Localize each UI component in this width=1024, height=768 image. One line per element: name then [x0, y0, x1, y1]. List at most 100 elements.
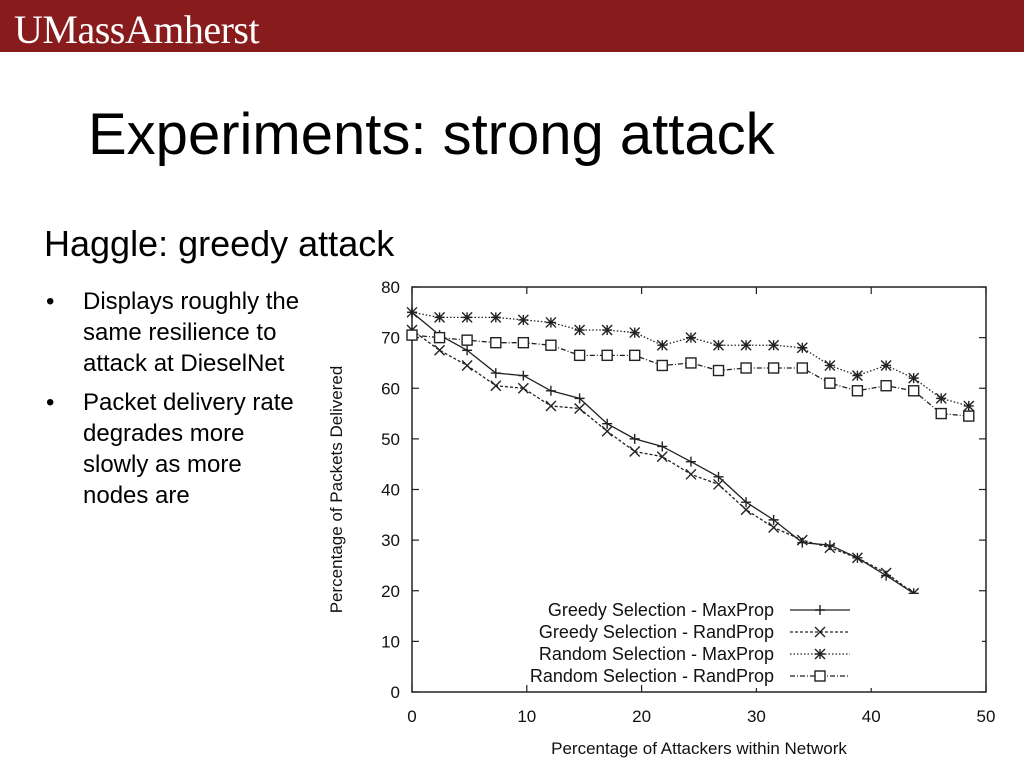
data-point [518, 370, 529, 381]
legend-entry: Random Selection - RandProp [530, 666, 774, 686]
bullet-item: • Packet delivery rate degrades more slo… [44, 387, 306, 511]
data-point [490, 336, 502, 349]
data-point [461, 334, 473, 346]
y-tick-label: 20 [381, 582, 400, 601]
x-tick-label: 0 [407, 707, 416, 726]
legend-background [746, 594, 982, 688]
y-tick-label: 0 [391, 683, 400, 702]
x-tick-label: 50 [977, 707, 996, 726]
bullet-item: • Displays roughly the same resilience t… [44, 286, 306, 379]
data-point [935, 392, 947, 404]
legend-entry: Random Selection - MaxProp [539, 644, 774, 664]
data-point [712, 364, 725, 377]
data-point [880, 380, 892, 392]
legend-swatch-marker [815, 605, 825, 615]
data-point [517, 314, 529, 326]
data-point [685, 332, 697, 344]
data-point [517, 382, 529, 394]
header-bar [0, 0, 1024, 52]
y-tick-label: 60 [381, 379, 400, 398]
data-point [629, 327, 641, 339]
data-point [545, 400, 557, 412]
data-point [601, 349, 613, 362]
data-point [490, 368, 501, 379]
data-point [685, 468, 697, 480]
x-tick-label: 30 [747, 707, 766, 726]
data-point [963, 400, 975, 412]
legend-swatch-marker [814, 626, 826, 638]
data-point [741, 497, 752, 508]
data-point [573, 349, 586, 362]
bullet-list: • Displays roughly the same resilience t… [44, 286, 306, 519]
series-layer [406, 306, 975, 619]
data-point [880, 567, 892, 579]
data-point [406, 329, 418, 341]
data-point [545, 316, 557, 328]
series-group [406, 329, 975, 422]
data-point [434, 344, 446, 356]
data-point [824, 377, 836, 389]
data-point [713, 471, 724, 482]
data-point [490, 380, 502, 392]
data-point [517, 336, 530, 349]
data-point [963, 410, 975, 422]
data-point [768, 514, 779, 525]
data-point [740, 339, 752, 351]
data-point [935, 407, 947, 420]
slide-title: Experiments: strong attack [88, 102, 775, 167]
y-tick-label: 70 [381, 329, 400, 348]
data-point [768, 339, 780, 351]
bullet-marker: • [46, 288, 55, 315]
data-point [602, 418, 613, 429]
series-group [406, 306, 975, 412]
umass-amherst-logo: UMassAmherst [14, 7, 260, 52]
data-point [740, 504, 752, 516]
y-tick-label: 30 [381, 531, 400, 550]
slide-subtitle: Haggle: greedy attack [44, 223, 395, 264]
data-point [434, 311, 446, 323]
data-point [656, 339, 668, 351]
y-axis-label: Percentage of Packets Delivered [327, 366, 346, 614]
data-point [629, 349, 641, 362]
x-axis-label: Percentage of Attackers within Network [551, 739, 847, 758]
data-point [656, 359, 668, 372]
data-point [851, 385, 864, 397]
data-point [601, 324, 613, 336]
y-tick-label: 80 [381, 278, 400, 297]
data-point [740, 362, 752, 374]
legend-swatch-marker [814, 670, 826, 682]
legend-swatch-marker [814, 648, 826, 660]
data-point [462, 345, 473, 356]
y-tick-label: 40 [381, 481, 400, 500]
axis-ticks: 0 10 20 30 40 50 0 10 20 30 40 50 60 70 80 [381, 278, 995, 726]
bullet-marker: • [46, 389, 55, 416]
data-point [851, 552, 863, 564]
data-point [461, 359, 473, 371]
data-point [907, 385, 920, 397]
data-point [908, 372, 920, 384]
data-point [406, 306, 418, 318]
data-point [629, 446, 641, 458]
data-point [685, 456, 696, 467]
bullet-text: Displays roughly the same resilience to … [83, 288, 300, 377]
legend-entry: Greedy Selection - MaxProp [548, 600, 774, 620]
data-point [461, 311, 473, 323]
legend-entry: Greedy Selection - RandProp [539, 622, 774, 642]
data-point [545, 339, 557, 351]
data-point [574, 403, 586, 414]
data-point [880, 359, 892, 371]
data-point [824, 359, 836, 371]
data-point [433, 331, 446, 344]
data-point [851, 370, 863, 382]
y-tick-label: 10 [381, 632, 400, 651]
data-point [768, 521, 780, 533]
data-point [490, 311, 502, 323]
data-point [796, 534, 808, 546]
data-point [545, 385, 556, 396]
data-point [713, 339, 725, 351]
data-point [601, 425, 613, 437]
packet-delivery-chart: 0 10 20 30 40 50 0 10 20 30 40 50 60 70 80 Greedy Sele… [327, 278, 995, 758]
data-point [685, 357, 697, 369]
data-point [656, 451, 668, 463]
y-tick-label: 50 [381, 430, 400, 449]
